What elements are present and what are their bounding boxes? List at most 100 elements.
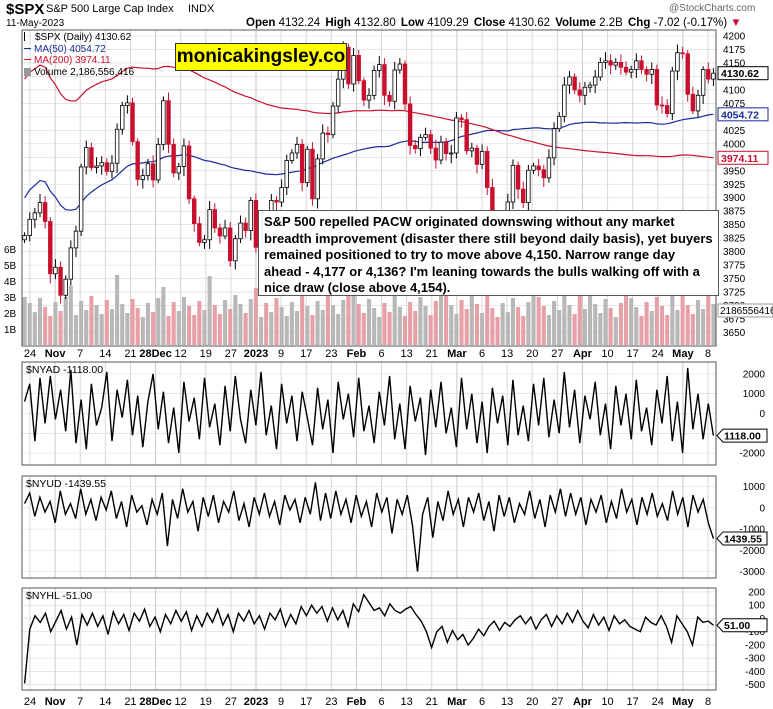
candle [351, 55, 356, 85]
candle [387, 94, 392, 102]
x-tick-label-top: 13 [501, 348, 513, 360]
volume-tick-label: 1B [4, 325, 17, 336]
volume-bar [618, 303, 623, 345]
volume-bar [464, 309, 469, 345]
candle [536, 165, 541, 171]
volume-bar [634, 307, 639, 345]
candle [171, 143, 176, 174]
volume-bar [629, 298, 634, 345]
volume-bar [294, 311, 300, 345]
x-tick-label-bottom: 2023 [244, 696, 268, 708]
volume-bar [212, 305, 217, 345]
candle [557, 115, 562, 130]
candle [284, 160, 289, 188]
volume-bar [433, 301, 438, 345]
volume-bar [377, 317, 382, 345]
candle [130, 102, 135, 143]
indicator-tick-label: -2000 [739, 546, 765, 557]
legend-spx: $SPX (Daily) 4130.62 [24, 32, 134, 44]
volume-bar [356, 304, 361, 345]
candle [469, 147, 475, 152]
open-value: 4132.24 [278, 17, 321, 29]
volume-bar [22, 297, 27, 345]
volume-bar [63, 297, 68, 345]
x-tick-label-bottom: 28Dec [139, 696, 171, 708]
volume-bar [43, 307, 48, 345]
candle [695, 94, 701, 112]
price-tick-label: 3850 [723, 220, 746, 231]
price-tick-label: 4150 [723, 58, 746, 69]
candle [413, 145, 418, 150]
volume-bar [330, 305, 336, 345]
price-tick-label: 4025 [723, 126, 746, 137]
volume-bar [104, 300, 109, 345]
indicator-title: $NYHL -51.00 [26, 590, 92, 602]
candle [603, 60, 608, 63]
candle [335, 78, 341, 107]
volume-bar [387, 312, 392, 345]
indicator-tick-label: 1000 [743, 482, 766, 493]
ma50-line [24, 113, 714, 211]
x-tick-label-bottom: 9 [278, 696, 284, 708]
candle [22, 235, 27, 241]
candle [279, 187, 284, 203]
candle [48, 221, 53, 275]
pane-frame-1 [21, 361, 717, 466]
pane-frame-2 [21, 475, 717, 579]
volume-bar [253, 288, 258, 345]
indicator-value-tag: 1118.00 [724, 431, 761, 443]
candle [371, 70, 377, 96]
x-tick-label-bottom: 6 [378, 696, 384, 708]
candle [140, 175, 146, 180]
price-tick-label: 3725 [723, 288, 746, 299]
indicator-tick-label: 200 [748, 587, 765, 598]
volume-bar [264, 303, 269, 345]
volume-bar [305, 306, 310, 345]
candle [397, 63, 403, 71]
x-tick-label-bottom: 24 [652, 696, 664, 708]
volume-bar [99, 314, 104, 345]
x-tick-label-bottom: 20 [526, 696, 538, 708]
x-tick-label-top: 17 [627, 348, 639, 360]
volume-bar [366, 299, 372, 345]
price-tick-label: 3875 [723, 207, 746, 218]
volume-bar [582, 309, 587, 345]
symbol: $SPX [6, 1, 45, 18]
volume-bar [675, 310, 680, 345]
candle [99, 162, 104, 167]
indicator-line-2 [23, 482, 715, 572]
candle [644, 69, 649, 75]
volume-bar [701, 309, 706, 345]
volume-bar [418, 297, 423, 345]
volume-bar [181, 297, 186, 345]
indicator-value-tag: 51.00 [724, 620, 750, 632]
x-tick-label-top: 19 [200, 348, 212, 360]
volume-bar [73, 315, 79, 345]
x-tick-label-bottom: 6 [479, 696, 485, 708]
indicator-tick-label: 2000 [743, 369, 766, 380]
candle [402, 63, 408, 105]
volume-bar [279, 307, 284, 345]
x-tick-label-top: Nov [45, 348, 67, 360]
last-close-tag-box [717, 66, 769, 81]
candle [89, 147, 94, 168]
x-tick-label-top: 27 [225, 348, 237, 360]
x-tick-label-top: 28Dec [139, 348, 171, 360]
ma200-tag-box [717, 150, 769, 165]
candle [485, 150, 490, 188]
volume-bar [202, 310, 207, 345]
x-tick-label-bottom: 19 [200, 696, 212, 708]
volume-bar [541, 306, 546, 345]
volume-bar [531, 291, 536, 345]
volume-tick-label: 5B [4, 261, 17, 272]
volume-bar [480, 313, 485, 345]
volume-bar [613, 317, 618, 345]
annotation-note: S&P 500 repelled PACW originated downswi… [258, 210, 719, 296]
volume-bar [258, 317, 264, 345]
volume-bar [505, 312, 510, 345]
volume-bar [546, 315, 551, 345]
volume-bar [670, 281, 675, 345]
ma50-tag-box [717, 107, 769, 122]
price-tick-label: 3800 [723, 247, 746, 258]
